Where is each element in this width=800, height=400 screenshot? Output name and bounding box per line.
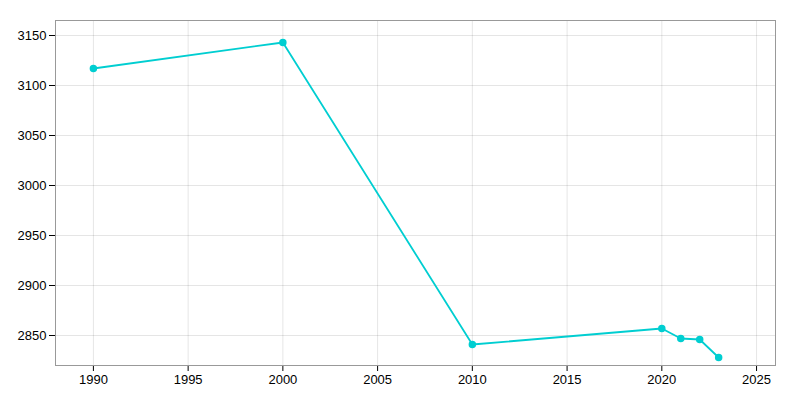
svg-text:2025: 2025 — [742, 372, 771, 387]
svg-text:2900: 2900 — [18, 278, 47, 293]
svg-text:3050: 3050 — [18, 128, 47, 143]
svg-text:2020: 2020 — [647, 372, 676, 387]
svg-text:1990: 1990 — [79, 372, 108, 387]
svg-text:3150: 3150 — [18, 28, 47, 43]
svg-text:2000: 2000 — [268, 372, 297, 387]
svg-text:2010: 2010 — [458, 372, 487, 387]
svg-text:2950: 2950 — [18, 228, 47, 243]
svg-text:2015: 2015 — [553, 372, 582, 387]
svg-text:3100: 3100 — [18, 78, 47, 93]
svg-text:1995: 1995 — [174, 372, 203, 387]
svg-text:2005: 2005 — [363, 372, 392, 387]
svg-text:3000: 3000 — [18, 178, 47, 193]
svg-text:2850: 2850 — [18, 328, 47, 343]
